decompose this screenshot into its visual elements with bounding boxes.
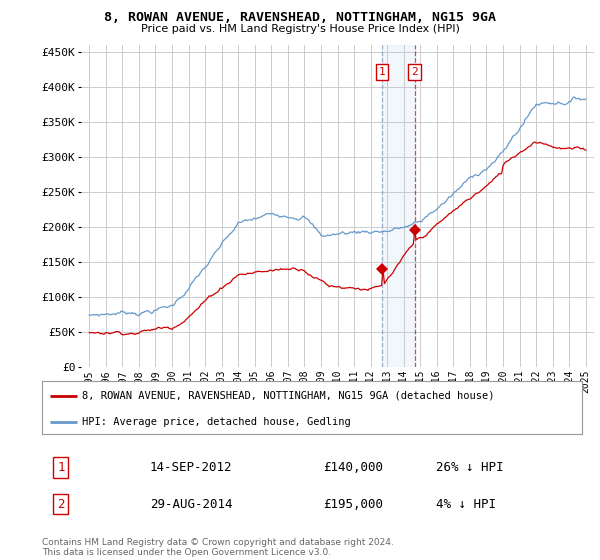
Text: 1: 1 (379, 67, 386, 77)
Text: 29-AUG-2014: 29-AUG-2014 (150, 497, 233, 511)
Text: 2: 2 (57, 497, 65, 511)
Text: 4% ↓ HPI: 4% ↓ HPI (436, 497, 496, 511)
Text: 26% ↓ HPI: 26% ↓ HPI (436, 461, 504, 474)
Text: 14-SEP-2012: 14-SEP-2012 (150, 461, 233, 474)
Text: 2: 2 (411, 67, 418, 77)
Text: £140,000: £140,000 (323, 461, 383, 474)
Text: HPI: Average price, detached house, Gedling: HPI: Average price, detached house, Gedl… (83, 417, 351, 427)
Bar (382, 45, 415, 367)
Text: Price paid vs. HM Land Registry's House Price Index (HPI): Price paid vs. HM Land Registry's House … (140, 24, 460, 34)
Text: £195,000: £195,000 (323, 497, 383, 511)
Text: 8, ROWAN AVENUE, RAVENSHEAD, NOTTINGHAM, NG15 9GA: 8, ROWAN AVENUE, RAVENSHEAD, NOTTINGHAM,… (104, 11, 496, 24)
Text: 8, ROWAN AVENUE, RAVENSHEAD, NOTTINGHAM, NG15 9GA (detached house): 8, ROWAN AVENUE, RAVENSHEAD, NOTTINGHAM,… (83, 391, 495, 401)
Text: Contains HM Land Registry data © Crown copyright and database right 2024.
This d: Contains HM Land Registry data © Crown c… (42, 538, 394, 557)
Text: 1: 1 (57, 461, 65, 474)
